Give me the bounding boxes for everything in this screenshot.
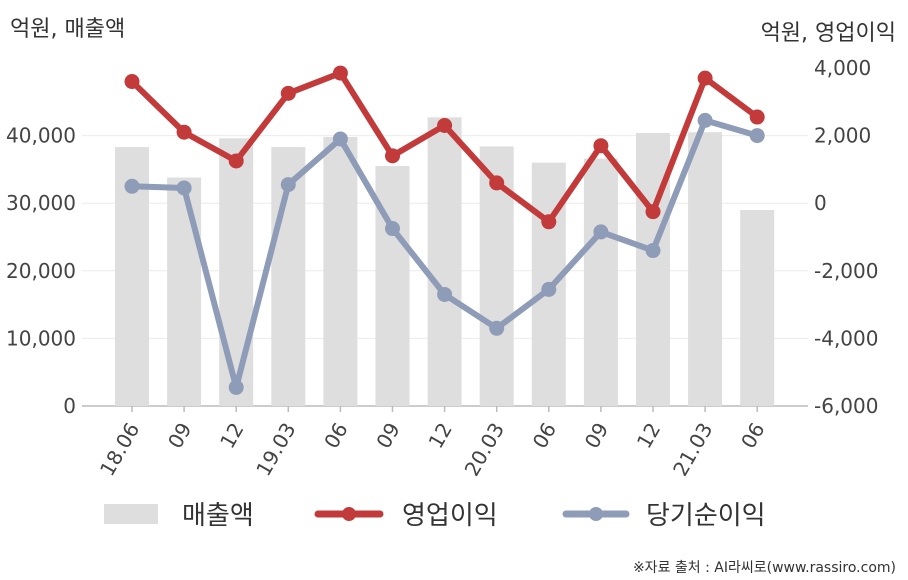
point-operating-profit <box>749 109 765 125</box>
point-net-income <box>489 320 505 336</box>
point-operating-profit <box>385 148 400 164</box>
point-operating-profit <box>645 204 661 220</box>
left-tick-label: 40,000 <box>6 124 76 148</box>
point-net-income <box>593 224 609 240</box>
x-tick-label: 09 <box>163 419 197 453</box>
left-tick-label: 20,000 <box>6 259 76 283</box>
right-tick-label: 4,000 <box>814 56 871 80</box>
left-axis-unit: 억원, 매출액 <box>10 17 125 42</box>
left-tick-label: 10,000 <box>6 326 76 350</box>
point-net-income <box>645 243 661 259</box>
legend-marker-operating-profit <box>342 507 356 521</box>
point-operating-profit <box>176 124 192 140</box>
x-tick-label: 06 <box>736 419 770 453</box>
point-net-income <box>332 131 348 147</box>
legend-marker-net-income <box>589 507 603 521</box>
legend-swatch-revenue <box>104 504 158 524</box>
x-tick-label: 09 <box>371 419 405 453</box>
point-net-income <box>280 177 296 193</box>
left-tick-label: 30,000 <box>6 191 76 215</box>
legend-item-revenue: 매출액 <box>104 501 254 531</box>
point-net-income <box>697 112 713 128</box>
right-tick-label: 2,000 <box>814 124 871 148</box>
point-operating-profit <box>489 175 505 191</box>
point-operating-profit <box>228 153 244 169</box>
left-tick-label: 0 <box>63 394 76 418</box>
point-operating-profit <box>697 70 713 86</box>
left-axis-ticks: 0 10,000 20,000 30,000 40,000 <box>6 124 76 418</box>
right-tick-label: -4,000 <box>814 326 878 350</box>
legend-label-revenue: 매출액 <box>182 501 254 531</box>
point-operating-profit <box>332 65 348 81</box>
bar-revenue <box>583 158 618 406</box>
x-tick-label: 12 <box>632 419 666 453</box>
bar-revenue <box>323 136 358 406</box>
x-tick-label: 12 <box>215 419 249 453</box>
x-tick-label: 20.03 <box>460 419 509 481</box>
point-net-income <box>437 286 453 302</box>
point-operating-profit <box>593 138 609 154</box>
source-note: ※자료 출처 : AI라씨로(www.rassiro.com) <box>633 560 896 576</box>
x-tick-label: 12 <box>423 419 457 453</box>
point-net-income <box>385 221 400 237</box>
point-net-income <box>124 178 140 194</box>
bar-revenue <box>219 138 254 406</box>
right-tick-label: 0 <box>814 191 827 215</box>
legend: 매출액 영업이익 당기순이익 <box>104 501 766 531</box>
right-axis-ticks: -6,000 -4,000 -2,000 0 2,000 4,000 <box>814 56 878 418</box>
x-tick-label: 19.03 <box>251 419 300 481</box>
x-tick-label: 18.06 <box>95 419 144 481</box>
right-tick-label: -6,000 <box>814 394 878 418</box>
lines <box>124 65 765 395</box>
right-tick-label: -2,000 <box>814 259 878 283</box>
point-net-income <box>228 379 244 395</box>
point-net-income <box>541 281 557 297</box>
x-tick-label: 06 <box>528 419 562 453</box>
bar-revenue <box>427 117 462 407</box>
legend-item-net-income: 당기순이익 <box>562 501 766 531</box>
legend-label-net-income: 당기순이익 <box>646 501 766 531</box>
right-axis-unit: 억원, 영업이익 <box>761 21 896 46</box>
point-operating-profit <box>541 214 557 230</box>
x-axis-ticks: 18.06 09 12 19.03 06 09 12 20.03 06 09 12 21.03 06 <box>95 406 770 480</box>
bar-revenue <box>167 177 202 406</box>
bar-revenue <box>375 166 410 406</box>
bar-revenue <box>688 132 723 406</box>
point-operating-profit <box>437 117 453 133</box>
x-tick-label: 09 <box>580 419 614 453</box>
point-net-income <box>749 128 765 144</box>
point-operating-profit <box>124 74 140 90</box>
x-tick-label: 21.03 <box>668 419 717 481</box>
bar-revenue <box>740 209 775 406</box>
point-operating-profit <box>280 85 296 101</box>
legend-label-operating-profit: 영업이익 <box>402 501 498 531</box>
x-tick-label: 06 <box>319 419 353 453</box>
legend-item-operating-profit: 영업이익 <box>314 501 498 531</box>
point-net-income <box>176 180 192 196</box>
bars <box>115 117 775 407</box>
